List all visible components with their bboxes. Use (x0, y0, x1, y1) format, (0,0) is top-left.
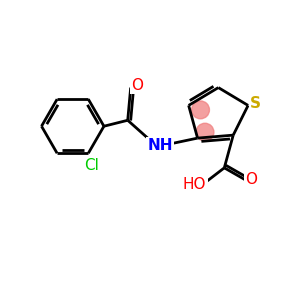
Circle shape (196, 123, 214, 141)
Text: O: O (245, 172, 257, 187)
Text: Cl: Cl (84, 158, 99, 172)
Text: O: O (131, 78, 143, 93)
Circle shape (192, 101, 209, 119)
Text: S: S (250, 96, 261, 111)
Text: HO: HO (183, 177, 206, 192)
Text: NH: NH (148, 138, 173, 153)
